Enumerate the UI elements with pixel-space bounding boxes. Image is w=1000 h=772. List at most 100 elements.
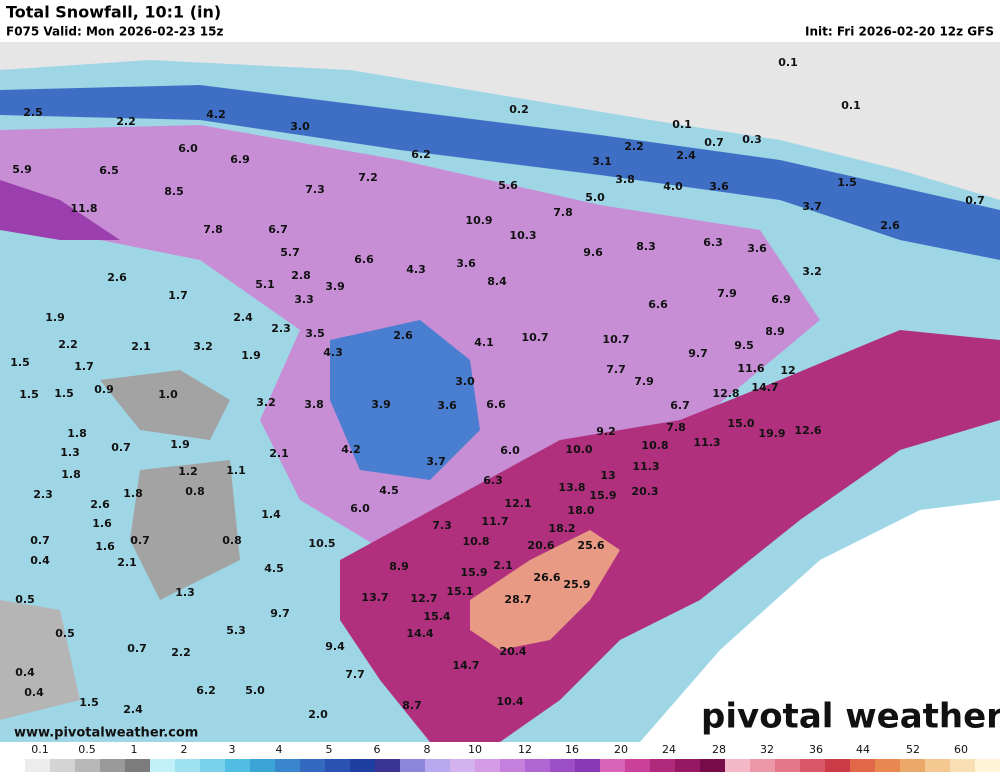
snow-label: 1.5 bbox=[10, 356, 30, 369]
snow-label: 2.0 bbox=[308, 708, 328, 721]
colorbar-label: 24 bbox=[662, 743, 676, 756]
snow-label: 2.6 bbox=[90, 498, 110, 511]
snow-label: 6.2 bbox=[411, 148, 431, 161]
snow-label: 11.3 bbox=[693, 436, 720, 449]
snow-label: 13 bbox=[600, 469, 615, 482]
colorbar: 0.1 0.5 1 2 3 4 5 6 8 10 12 16 20 24 28 32 36 44 52 60 bbox=[0, 743, 1000, 772]
snow-label: 6.7 bbox=[268, 223, 288, 236]
colorbar-cell bbox=[50, 759, 76, 772]
colorbar-cell bbox=[100, 759, 126, 772]
colorbar-cell bbox=[375, 759, 401, 772]
snow-label: 0.5 bbox=[15, 593, 35, 606]
snow-label: 26.6 bbox=[533, 571, 560, 584]
snow-label: 4.5 bbox=[264, 562, 284, 575]
colorbar-label: 6 bbox=[374, 743, 381, 756]
snow-label: 0.7 bbox=[965, 194, 985, 207]
snow-label: 12.6 bbox=[794, 424, 821, 437]
snow-label: 0.7 bbox=[30, 534, 50, 547]
snow-label: 8.4 bbox=[487, 275, 507, 288]
colorbar-label: 0.5 bbox=[78, 743, 96, 756]
colorbar-cell bbox=[200, 759, 226, 772]
snow-label: 1.8 bbox=[67, 427, 87, 440]
colorbar-label: 60 bbox=[954, 743, 968, 756]
snow-label: 12.1 bbox=[504, 497, 531, 510]
colorbar-cell bbox=[425, 759, 451, 772]
colorbar-cell bbox=[625, 759, 651, 772]
snow-label: 5.1 bbox=[255, 278, 275, 291]
snow-label: 10.7 bbox=[521, 331, 548, 344]
snow-label: 10.8 bbox=[462, 535, 489, 548]
colorbar-label: 0.1 bbox=[31, 743, 49, 756]
snow-label: 2.6 bbox=[393, 329, 413, 342]
snow-label: 3.3 bbox=[294, 293, 314, 306]
snow-label: 1.3 bbox=[175, 586, 195, 599]
snow-label: 10.9 bbox=[465, 214, 492, 227]
snow-label: 1.7 bbox=[168, 289, 188, 302]
snow-label: 2.2 bbox=[116, 115, 136, 128]
colorbar-cell bbox=[175, 759, 201, 772]
snow-label: 3.5 bbox=[305, 327, 325, 340]
snow-label: 25.6 bbox=[577, 539, 604, 552]
colorbar-cell bbox=[575, 759, 601, 772]
snow-label: 3.6 bbox=[709, 180, 729, 193]
snow-label: 10.0 bbox=[565, 443, 592, 456]
snow-label: 0.7 bbox=[127, 642, 147, 655]
snow-label: 10.3 bbox=[509, 229, 536, 242]
snow-label: 3.2 bbox=[256, 396, 276, 409]
snow-label: 8.5 bbox=[164, 185, 184, 198]
snow-label: 4.2 bbox=[206, 108, 226, 121]
snow-label: 4.1 bbox=[474, 336, 494, 349]
snow-label: 1.9 bbox=[241, 349, 261, 362]
snow-label: 7.3 bbox=[432, 519, 452, 532]
snow-label: 3.9 bbox=[325, 280, 345, 293]
snow-label: 1.5 bbox=[19, 388, 39, 401]
snow-label: 14.7 bbox=[452, 659, 479, 672]
snow-label: 6.9 bbox=[230, 153, 250, 166]
colorbar-cell bbox=[500, 759, 526, 772]
snow-label: 4.3 bbox=[323, 346, 343, 359]
snow-label: 5.3 bbox=[226, 624, 246, 637]
snow-label: 11.6 bbox=[737, 362, 764, 375]
snow-label: 7.9 bbox=[634, 375, 654, 388]
colorbar-cell bbox=[150, 759, 176, 772]
snow-label: 12 bbox=[780, 364, 795, 377]
snow-label: 2.4 bbox=[676, 149, 696, 162]
snow-label: 2.3 bbox=[33, 488, 53, 501]
snow-label: 20.3 bbox=[631, 485, 658, 498]
snow-label: 20.4 bbox=[499, 645, 526, 658]
snow-label: 9.2 bbox=[596, 425, 616, 438]
snow-label: 11.8 bbox=[70, 202, 97, 215]
snow-label: 2.1 bbox=[269, 447, 289, 460]
snow-label: 12.8 bbox=[712, 387, 739, 400]
colorbar-cell bbox=[225, 759, 251, 772]
snow-label: 2.6 bbox=[880, 219, 900, 232]
snow-label: 8.9 bbox=[389, 560, 409, 573]
snow-label: 0.1 bbox=[672, 118, 692, 131]
snow-label: 6.6 bbox=[648, 298, 668, 311]
snow-label: 0.1 bbox=[778, 56, 798, 69]
snow-label: 6.7 bbox=[670, 399, 690, 412]
snow-label: 3.6 bbox=[456, 257, 476, 270]
snow-label: 1.6 bbox=[95, 540, 115, 553]
watermark: pivotal weather bbox=[701, 697, 1000, 737]
snow-label: 15.9 bbox=[460, 566, 487, 579]
snow-label: 7.7 bbox=[345, 668, 365, 681]
colorbar-label: 28 bbox=[712, 743, 726, 756]
snow-label: 19.9 bbox=[758, 427, 785, 440]
snow-label: 5.7 bbox=[280, 246, 300, 259]
snow-label: 10.5 bbox=[308, 537, 335, 550]
snow-label: 2.2 bbox=[171, 646, 191, 659]
snow-label: 1.9 bbox=[45, 311, 65, 324]
colorbar-cell bbox=[600, 759, 626, 772]
snow-label: 2.3 bbox=[271, 322, 291, 335]
snow-label: 6.6 bbox=[354, 253, 374, 266]
colorbar-label: 16 bbox=[565, 743, 579, 756]
snow-label: 9.7 bbox=[270, 607, 290, 620]
map bbox=[0, 42, 1000, 742]
snow-label: 3.6 bbox=[747, 242, 767, 255]
snow-label: 6.0 bbox=[500, 444, 520, 457]
snow-label: 25.9 bbox=[563, 578, 590, 591]
colorbar-cell bbox=[700, 759, 726, 772]
snow-label: 7.8 bbox=[666, 421, 686, 434]
colorbar-label: 2 bbox=[181, 743, 188, 756]
